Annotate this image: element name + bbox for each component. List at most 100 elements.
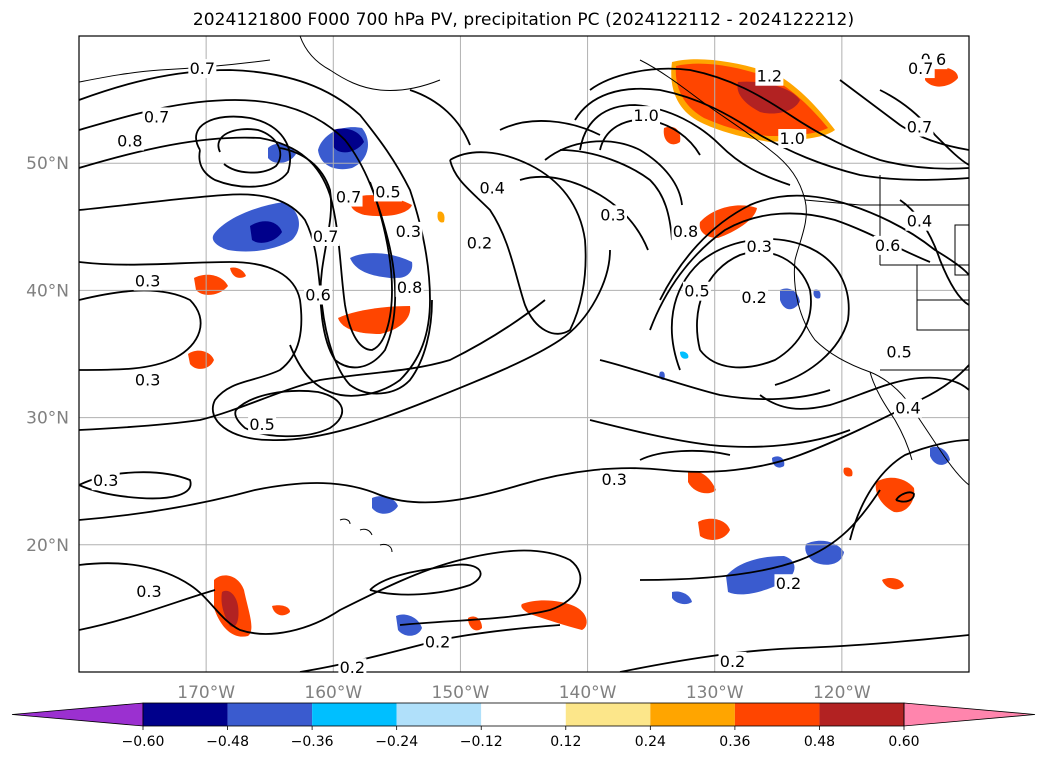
contour-label-bg [755, 66, 784, 86]
contour-label-bg [885, 342, 914, 362]
contour-label-bg [478, 178, 507, 198]
precip-patch-neg-1-core [333, 128, 364, 153]
precip-patch-w-2 [230, 267, 246, 278]
pv-contour-line [79, 69, 431, 397]
pv-contour-line [639, 489, 881, 581]
pv-contour-line [234, 389, 344, 438]
colorbar-extend-low [11, 702, 144, 727]
colorbar-tick-label: −0.24 [375, 734, 418, 750]
coastlines [79, 36, 969, 553]
coastline-us-west [793, 259, 969, 486]
coastline-baja [869, 371, 913, 461]
contour-label-bg [905, 211, 934, 231]
precip-patch-baja [875, 477, 915, 513]
contour-label: 0.5 [249, 415, 274, 434]
colorbar-extend-high [903, 702, 1036, 727]
pv-contour-line [849, 439, 969, 541]
pv-contour-line [79, 364, 969, 521]
precip-patch-neg-12 [805, 540, 844, 565]
precip-patch-neg-5 [780, 288, 800, 310]
pv-contour-line [79, 136, 393, 351]
contour-label-bg [873, 235, 902, 255]
colorbar-segment [734, 703, 820, 726]
contour-label: 0.3 [135, 371, 160, 390]
contour-label: 0.6 [305, 285, 330, 304]
precip-patch-e-2 [698, 518, 730, 540]
contour-label: 0.2 [425, 633, 450, 652]
precip-patch-neg-6 [813, 289, 821, 299]
pv-contour-line [79, 589, 216, 631]
contour-label: 0.4 [479, 179, 504, 198]
precip-negative-patches [212, 127, 950, 636]
precip-patch-neg-10 [396, 614, 422, 636]
precip-patch-neg-13 [672, 591, 692, 605]
contour-label: 0.8 [397, 278, 422, 297]
colorbar-tick-label: 0.12 [550, 734, 581, 750]
colorbar-segment [396, 703, 482, 726]
contour-label-bg [740, 288, 769, 308]
pv-contour-line [589, 67, 969, 170]
contour-label: 0.7 [313, 227, 338, 246]
pv-contour-line [589, 419, 851, 448]
contour-label: 1.0 [780, 129, 805, 148]
latitude-tick-label: 40°N [26, 281, 69, 301]
longitude-tick-label: 170°W [177, 683, 235, 703]
contour-label-bg [133, 370, 162, 390]
contour-label: 0.2 [741, 288, 766, 307]
contour-label: 0.5 [886, 343, 911, 362]
colorbar-segment [143, 703, 228, 726]
contour-label-bg [671, 221, 700, 241]
colorbar-tick-label: −0.60 [122, 734, 165, 750]
contour-label-bg [395, 277, 424, 297]
longitude-tick-label: 160°W [304, 683, 362, 703]
colorbar: −0.60 −0.48 −0.36 −0.24 −0.12 0.12 0.24 0.36 0.4… [11, 702, 1036, 750]
coastline-hawaii [339, 518, 393, 553]
pv-contour-line [519, 175, 649, 251]
colorbar-tick-label: −0.12 [460, 734, 503, 750]
contour-label-bg [115, 131, 144, 151]
colorbar-tick-label: −0.36 [291, 734, 334, 750]
colorbar-tick-label: −0.48 [206, 734, 249, 750]
pv-contour-line [499, 120, 601, 136]
contour-label: 0.3 [602, 470, 627, 489]
pv-contour-line [409, 89, 471, 146]
pv-contour-line [217, 128, 282, 174]
pv-contour-line [670, 238, 850, 386]
colorbar-tick-label: 0.60 [888, 734, 919, 750]
contour-label: 0.3 [135, 271, 160, 290]
contour-label-bg [133, 271, 162, 291]
contour-label-bg [905, 117, 934, 137]
precip-patch-neg-7 [930, 446, 950, 465]
latitude-labels: 50°N 40°N 30°N 20°N [26, 154, 69, 556]
precip-patch-s-1 [521, 600, 587, 630]
colorbar-segment [481, 703, 566, 726]
contour-label: 0.3 [600, 205, 625, 224]
colorbar-tick-label: 0.24 [635, 734, 666, 750]
map-title: 2024121800 F000 700 hPa PV, precipitatio… [192, 10, 855, 30]
contour-label: 0.3 [136, 582, 161, 601]
contour-label-bg [334, 187, 363, 207]
colorbar-segment [312, 703, 397, 726]
contour-label-bg [893, 398, 922, 418]
contour-label: 0.2 [776, 574, 801, 593]
coastline-aleutians [79, 59, 271, 83]
colorbar-segment [565, 703, 651, 726]
colorbar-frame [142, 702, 905, 727]
contour-label-bg [304, 285, 333, 305]
precip-patch-neg-9 [372, 496, 398, 514]
precip-patch-w-4-core [221, 590, 239, 627]
contour-label: 0.6 [875, 236, 900, 255]
pv-contour-line [574, 87, 969, 181]
contour-label-bg [465, 233, 494, 253]
pv-contour-line [449, 151, 587, 335]
colorbar-segment [227, 703, 313, 726]
map-plot-area [79, 36, 969, 672]
longitude-labels: 170°W 160°W 150°W 140°W 130°W 120°W [177, 683, 871, 703]
precip-patch-e-1 [688, 470, 716, 494]
pv-contour-line [79, 289, 202, 371]
longitude-tick-label: 140°W [559, 683, 617, 703]
pv-contour-line [895, 491, 915, 503]
contour-label: 0.3 [93, 471, 118, 490]
contour-label: 0.5 [684, 282, 709, 301]
contour-label-bg [632, 106, 661, 126]
